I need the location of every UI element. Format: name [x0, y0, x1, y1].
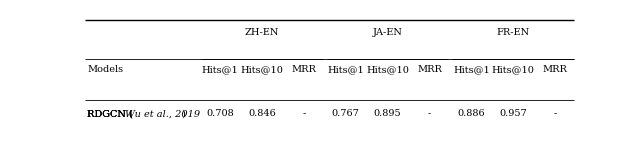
Text: -: -: [428, 109, 431, 118]
Text: FR-EN: FR-EN: [497, 28, 530, 37]
Text: ZH-EN: ZH-EN: [244, 28, 279, 37]
Text: Hits@10: Hits@10: [366, 65, 409, 74]
Text: Hits@1: Hits@1: [327, 65, 364, 74]
Text: Wu et al., 2019: Wu et al., 2019: [125, 109, 200, 118]
Text: 0.767: 0.767: [332, 109, 360, 118]
Text: RDGCN (: RDGCN (: [88, 109, 133, 118]
Text: Models: Models: [88, 65, 124, 74]
Text: 0.886: 0.886: [458, 109, 485, 118]
Text: 0.846: 0.846: [248, 109, 276, 118]
Text: MRR: MRR: [417, 65, 442, 74]
Text: Hits@10: Hits@10: [492, 65, 534, 74]
Text: Hits@10: Hits@10: [241, 65, 284, 74]
Text: MRR: MRR: [291, 65, 316, 74]
Text: Hits@1: Hits@1: [202, 65, 238, 74]
Text: -: -: [554, 109, 557, 118]
Text: MRR: MRR: [543, 65, 568, 74]
Text: JA-EN: JA-EN: [372, 28, 403, 37]
Text: RDGCN (: RDGCN (: [88, 109, 133, 118]
Text: 0.708: 0.708: [206, 109, 234, 118]
Text: -: -: [302, 109, 305, 118]
Text: Hits@1: Hits@1: [453, 65, 490, 74]
Text: 0.957: 0.957: [499, 109, 527, 118]
Text: 0.895: 0.895: [374, 109, 401, 118]
Text: RDGCN (: RDGCN (: [88, 109, 133, 118]
Text: ): ): [182, 109, 186, 118]
